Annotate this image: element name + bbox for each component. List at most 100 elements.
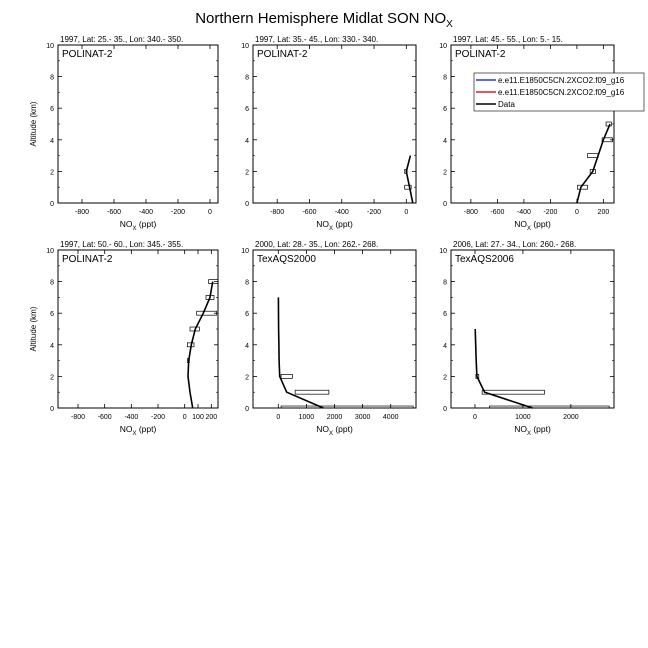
data-line — [187, 281, 214, 409]
panel-header: 1997, Lat: 35.- 45., Lon: 330.- 340. — [255, 35, 378, 44]
y-tick-label: 0 — [245, 201, 249, 208]
y-tick-label: 4 — [50, 343, 54, 350]
x-axis-label-unit: (ppt) — [136, 219, 156, 229]
y-tick-label: 10 — [46, 43, 54, 50]
y-tick-label: 10 — [439, 248, 447, 255]
y-tick-label: 8 — [245, 75, 249, 82]
panel-2: 1997, Lat: 35.- 45., Lon: 330.- 340. POLI… — [241, 35, 417, 232]
x-axis-label-unit: (ppt) — [136, 424, 156, 434]
data-line — [405, 155, 414, 204]
campaign-label: POLINAT-2 — [455, 49, 506, 60]
x-tick-label: -600 — [98, 414, 112, 421]
x-axis-label-base: NO — [514, 424, 527, 434]
x-tick-label: 1000 — [299, 414, 315, 421]
panels: 1997, Lat: 25.- 35., Lon: 340.- 350. POLI… — [29, 35, 615, 437]
y-tick-label: 4 — [245, 138, 249, 145]
y-tick-label: 4 — [443, 138, 447, 145]
x-axis-label-subscript: X — [329, 226, 333, 232]
x-tick-label: -800 — [71, 414, 85, 421]
x-axis-label: NOX (ppt) — [514, 424, 551, 437]
x-tick-label: -800 — [464, 209, 478, 216]
x-axis-label-base: NO — [514, 219, 527, 229]
range-box — [601, 137, 614, 143]
x-tick-label: 4000 — [383, 414, 399, 421]
y-tick-label: 0 — [443, 201, 447, 208]
x-axis-label-unit: (ppt) — [531, 424, 551, 434]
y-tick-label: 8 — [443, 75, 447, 82]
x-axis-label-subscript: X — [527, 431, 531, 437]
campaign-label: TexAQS2006 — [455, 254, 514, 265]
x-axis-label-subscript: X — [527, 226, 531, 232]
y-tick-label: 2 — [443, 169, 447, 176]
x-tick-label: 200 — [598, 209, 610, 216]
x-axis-label-unit: (ppt) — [333, 219, 353, 229]
range-box — [481, 389, 545, 395]
panel-1: 1997, Lat: 25.- 35., Lon: 340.- 350. POLI… — [29, 35, 219, 232]
range-box — [404, 184, 412, 190]
x-tick-label: 2000 — [563, 414, 579, 421]
x-axis-label: NOX (ppt) — [316, 219, 353, 232]
x-axis-label-base: NO — [120, 219, 133, 229]
x-tick-label: -400 — [124, 414, 138, 421]
y-tick-label: 10 — [46, 248, 54, 255]
legend-label: e.e11.E1850C5CN.2XCO2.f09_g16 — [498, 88, 625, 97]
x-axis-label-unit: (ppt) — [531, 219, 551, 229]
y-axis-label: Altitude (km) — [29, 306, 38, 351]
y-tick-label: 8 — [50, 280, 54, 287]
x-axis-label-unit: (ppt) — [333, 424, 353, 434]
y-tick-label: 4 — [245, 343, 249, 350]
figure-title-main: Northern Hemisphere Midlat SON NO — [195, 10, 446, 27]
y-tick-label: 2 — [245, 374, 249, 381]
campaign-label: TexAQS2000 — [257, 254, 316, 265]
panel-header: 2000, Lat: 28.- 35., Lon: 262.- 268. — [255, 240, 378, 249]
panel-5: 2000, Lat: 28.- 35., Lon: 262.- 268. TexA… — [241, 240, 417, 437]
y-tick-label: 10 — [241, 43, 249, 50]
y-tick-label: 0 — [50, 406, 54, 413]
x-tick-label: 0 — [575, 209, 579, 216]
y-tick-label: 8 — [443, 280, 447, 287]
range-box — [196, 310, 218, 316]
range-box — [280, 374, 293, 379]
panel-4: 1997, Lat: 50.- 60., Lon: 345.- 355. POLI… — [29, 240, 219, 437]
figure-title: Northern Hemisphere Midlat SON NOX — [195, 10, 453, 30]
plot-frame — [252, 249, 417, 409]
panel-header: 2006, Lat: 27.- 34., Lon: 260.- 268. — [453, 240, 576, 249]
x-tick-label: -600 — [490, 209, 504, 216]
y-tick-label: 2 — [443, 374, 447, 381]
range-box — [294, 389, 330, 395]
range-box — [587, 153, 599, 158]
x-tick-label: 100 — [192, 414, 204, 421]
y-tick-label: 10 — [241, 248, 249, 255]
panel-header: 1997, Lat: 25.- 35., Lon: 340.- 350. — [60, 35, 183, 44]
y-tick-label: 6 — [50, 106, 54, 113]
plot-frame — [450, 44, 615, 204]
data-line — [474, 328, 533, 409]
x-axis-label: NOX (ppt) — [316, 424, 353, 437]
plot-frame — [252, 44, 417, 204]
x-tick-label: 200 — [205, 414, 217, 421]
legend-label: Data — [498, 100, 515, 109]
x-tick-label: 0 — [404, 209, 408, 216]
x-tick-label: 2000 — [327, 414, 343, 421]
x-tick-label: 1000 — [515, 414, 531, 421]
x-axis-label: NOX (ppt) — [120, 424, 157, 437]
y-tick-label: 4 — [50, 138, 54, 145]
y-tick-label: 2 — [50, 374, 54, 381]
panel-6: 2006, Lat: 27.- 34., Lon: 260.- 268. TexA… — [439, 240, 615, 437]
range-box — [280, 405, 414, 409]
campaign-label: POLINAT-2 — [257, 49, 308, 60]
data-line — [576, 123, 611, 204]
figure-title-subscript: X — [446, 19, 453, 30]
y-tick-label: 6 — [245, 311, 249, 318]
range-box — [208, 279, 219, 284]
y-tick-label: 10 — [439, 43, 447, 50]
x-tick-label: -400 — [517, 209, 531, 216]
y-tick-label: 0 — [50, 201, 54, 208]
campaign-label: POLINAT-2 — [62, 254, 113, 265]
x-axis-label-subscript: X — [132, 431, 136, 437]
x-tick-label: -200 — [543, 209, 557, 216]
x-tick-label: -800 — [270, 209, 284, 216]
panel-header: 1997, Lat: 50.- 60., Lon: 345.- 355. — [60, 240, 183, 249]
x-axis-label-subscript: X — [132, 226, 136, 232]
